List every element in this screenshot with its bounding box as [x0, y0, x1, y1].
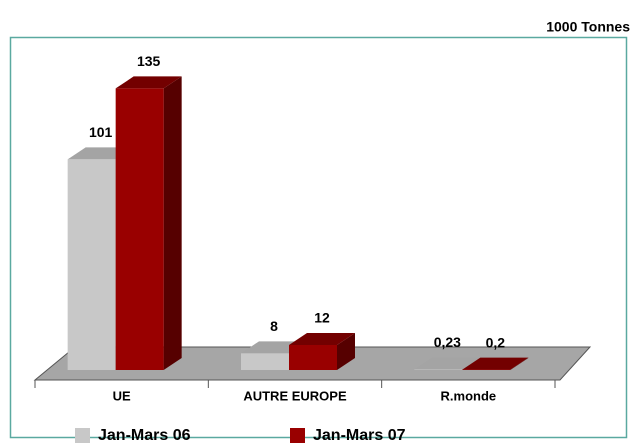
bar-top — [115, 76, 182, 89]
x-tick-label: UE — [113, 388, 131, 403]
x-tick-label: R.monde — [441, 388, 497, 403]
bar-side — [337, 332, 355, 370]
bar-top — [414, 357, 481, 370]
bar — [67, 159, 116, 370]
legend-label: Jan-Mars 07 — [313, 427, 406, 444]
data-label: 0,23 — [434, 334, 461, 350]
bar-side — [510, 357, 529, 370]
bar-top — [462, 357, 529, 370]
legend-label: Jan-Mars 06 — [98, 427, 191, 444]
bar — [289, 344, 337, 370]
bar-top — [289, 332, 355, 345]
unit-label: 1000 Tonnes — [546, 19, 630, 35]
bar-side — [163, 76, 182, 370]
legend-swatch — [290, 428, 305, 443]
bar — [115, 88, 164, 370]
chart-frame — [9, 36, 628, 439]
data-label: 12 — [314, 310, 330, 326]
data-label: 101 — [89, 124, 113, 140]
x-tick-label: AUTRE EUROPE — [243, 388, 347, 403]
bar — [241, 353, 289, 370]
data-label: 0,2 — [486, 334, 506, 350]
data-label: 135 — [137, 53, 161, 69]
data-label: 8 — [270, 318, 278, 334]
legend-swatch — [75, 428, 90, 443]
